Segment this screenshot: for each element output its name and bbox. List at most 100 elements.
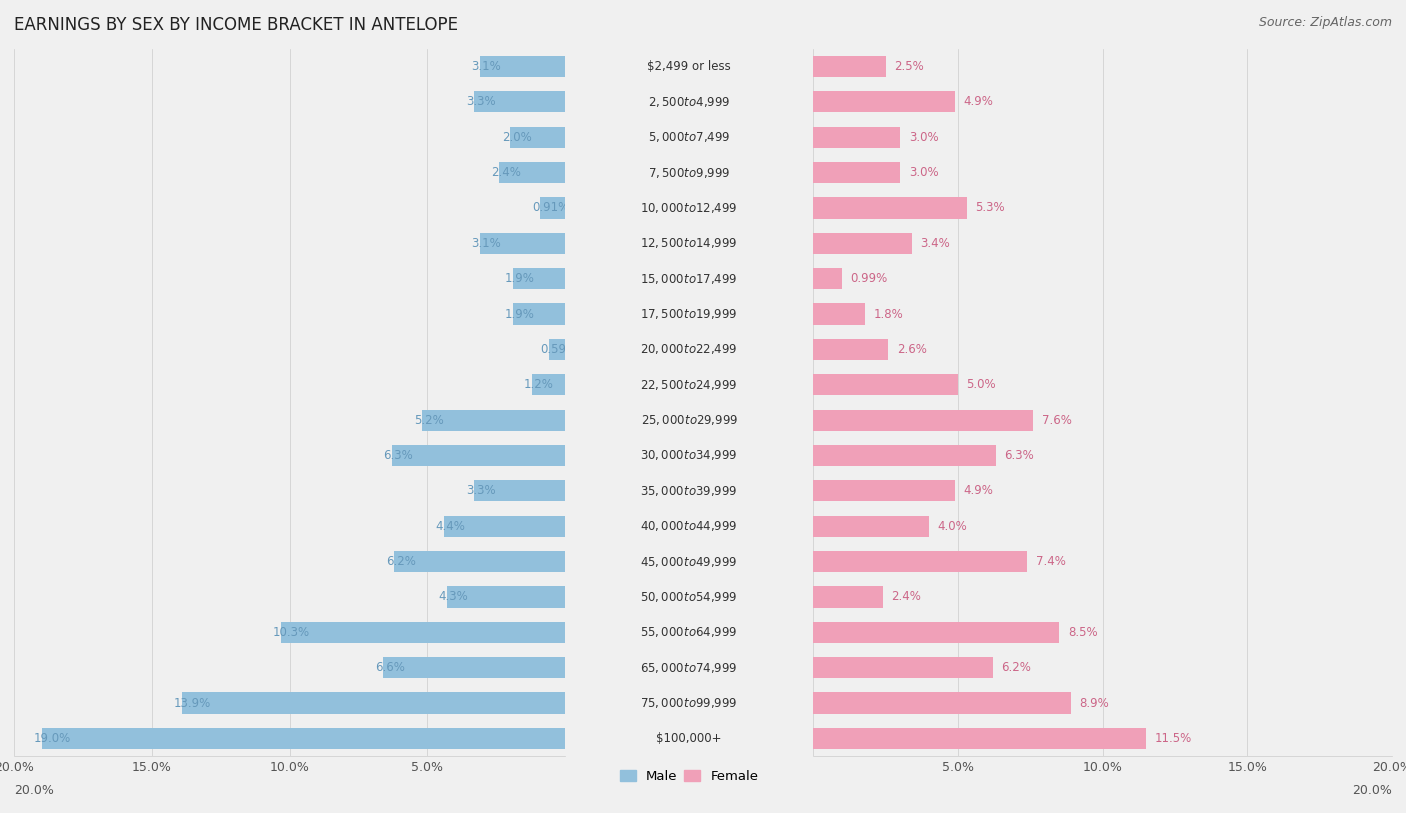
Text: $10,000 to $12,499: $10,000 to $12,499	[641, 201, 738, 215]
Bar	[0, 720, 813, 756]
Text: 2.0%: 2.0%	[502, 131, 531, 144]
Bar	[813, 162, 900, 183]
Text: 3.3%: 3.3%	[465, 95, 496, 108]
Bar	[0, 120, 565, 155]
Text: 4.3%: 4.3%	[439, 590, 468, 603]
Bar	[565, 226, 1406, 261]
Bar	[565, 650, 1406, 685]
Bar	[392, 445, 565, 466]
Bar	[513, 268, 565, 289]
Bar	[0, 261, 565, 297]
Text: $12,500 to $14,999: $12,500 to $14,999	[641, 237, 738, 250]
Text: 6.3%: 6.3%	[384, 449, 413, 462]
Text: 3.0%: 3.0%	[908, 166, 938, 179]
Text: $5,000 to $7,499: $5,000 to $7,499	[648, 130, 731, 144]
Bar	[565, 190, 1406, 226]
Bar	[42, 728, 565, 749]
Bar	[565, 685, 1406, 720]
Text: 0.59%: 0.59%	[541, 343, 578, 356]
Bar	[565, 49, 1406, 85]
Bar	[0, 473, 813, 509]
Text: 5.2%: 5.2%	[413, 414, 443, 427]
Bar	[813, 622, 1059, 643]
Text: 4.4%: 4.4%	[436, 520, 465, 533]
Text: 7.4%: 7.4%	[1036, 555, 1066, 568]
Text: 13.9%: 13.9%	[174, 697, 211, 710]
Text: 3.3%: 3.3%	[465, 485, 496, 498]
Text: 3.1%: 3.1%	[471, 237, 502, 250]
Bar	[813, 586, 883, 607]
Bar	[565, 85, 1406, 120]
Text: $15,000 to $17,499: $15,000 to $17,499	[641, 272, 738, 285]
Bar	[0, 297, 813, 332]
Text: $100,000+: $100,000+	[657, 732, 721, 745]
Bar	[0, 650, 565, 685]
Text: $17,500 to $19,999: $17,500 to $19,999	[641, 307, 738, 321]
Bar	[813, 91, 955, 112]
Text: $2,500 to $4,999: $2,500 to $4,999	[648, 95, 731, 109]
Bar	[0, 402, 565, 437]
Bar	[0, 579, 813, 615]
Bar	[0, 402, 813, 437]
Bar	[0, 49, 813, 85]
Text: $75,000 to $99,999: $75,000 to $99,999	[641, 696, 738, 710]
Bar	[0, 544, 565, 579]
Bar	[813, 374, 957, 395]
Bar	[565, 615, 1406, 650]
Bar	[540, 198, 565, 219]
Text: $65,000 to $74,999: $65,000 to $74,999	[641, 661, 738, 675]
Bar	[0, 332, 565, 367]
Bar	[565, 544, 1406, 579]
Bar	[0, 155, 565, 190]
Bar	[0, 509, 565, 544]
Bar	[813, 268, 842, 289]
Text: $40,000 to $44,999: $40,000 to $44,999	[641, 520, 738, 533]
Bar	[813, 127, 900, 148]
Bar	[0, 49, 565, 85]
Bar	[0, 261, 813, 297]
Bar	[0, 473, 565, 509]
Bar	[513, 303, 565, 324]
Bar	[0, 85, 813, 120]
Bar	[0, 85, 565, 120]
Text: 20.0%: 20.0%	[14, 784, 53, 797]
Text: Source: ZipAtlas.com: Source: ZipAtlas.com	[1258, 16, 1392, 29]
Text: 5.3%: 5.3%	[976, 202, 1005, 215]
Bar	[0, 226, 565, 261]
Text: 2.4%: 2.4%	[891, 590, 921, 603]
Bar	[0, 297, 565, 332]
Bar	[813, 657, 993, 678]
Bar	[474, 480, 565, 502]
Bar	[565, 332, 1406, 367]
Bar	[384, 657, 565, 678]
Bar	[813, 480, 955, 502]
Bar	[0, 120, 813, 155]
Bar	[565, 437, 1406, 473]
Text: $25,000 to $29,999: $25,000 to $29,999	[641, 413, 738, 427]
Bar	[479, 56, 565, 77]
Text: 4.9%: 4.9%	[963, 485, 994, 498]
Text: $20,000 to $22,499: $20,000 to $22,499	[641, 342, 738, 356]
Text: 4.9%: 4.9%	[963, 95, 994, 108]
Bar	[813, 728, 1146, 749]
Bar	[0, 685, 565, 720]
Bar	[531, 374, 565, 395]
Bar	[479, 233, 565, 254]
Bar	[0, 437, 813, 473]
Text: 1.8%: 1.8%	[875, 307, 904, 320]
Bar	[0, 720, 565, 756]
Text: 0.99%: 0.99%	[851, 272, 887, 285]
Bar	[0, 155, 813, 190]
Text: $22,500 to $24,999: $22,500 to $24,999	[641, 378, 738, 392]
Bar	[813, 56, 886, 77]
Bar	[565, 579, 1406, 615]
Bar	[394, 551, 565, 572]
Bar	[813, 551, 1028, 572]
Text: 1.2%: 1.2%	[524, 378, 554, 391]
Text: $45,000 to $49,999: $45,000 to $49,999	[641, 554, 738, 568]
Bar	[0, 615, 813, 650]
Text: 3.0%: 3.0%	[908, 131, 938, 144]
Bar	[0, 579, 565, 615]
Text: $30,000 to $34,999: $30,000 to $34,999	[641, 449, 738, 463]
Text: 2.4%: 2.4%	[491, 166, 520, 179]
